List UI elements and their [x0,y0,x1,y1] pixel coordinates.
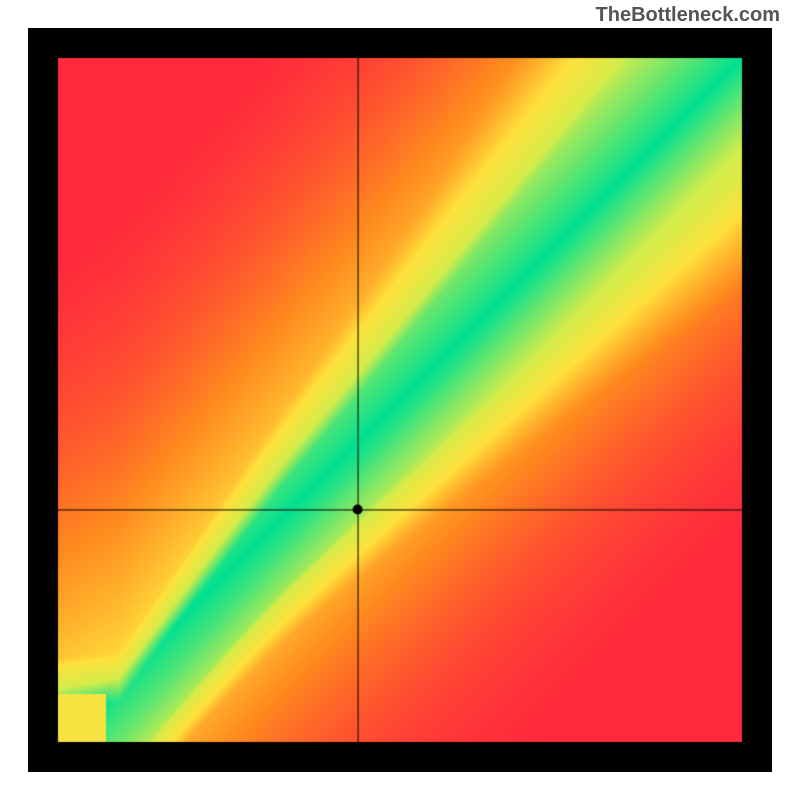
chart-plot-area [28,28,772,772]
heatmap-canvas [28,28,772,772]
chart-container: TheBottleneck.com [0,0,800,800]
watermark-text: TheBottleneck.com [596,4,780,27]
